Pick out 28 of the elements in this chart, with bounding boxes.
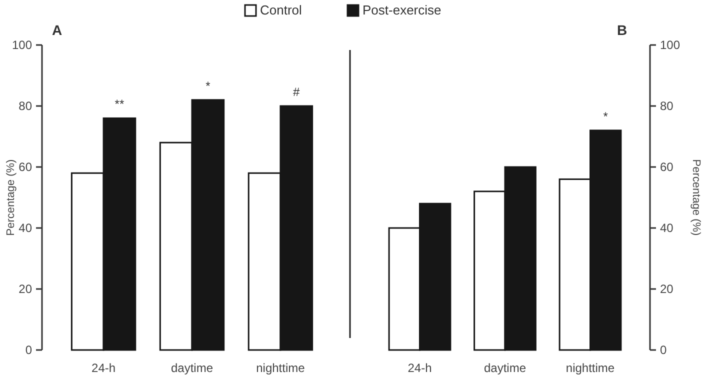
- legend-label: Control: [260, 2, 302, 18]
- y-tick-label: 0: [660, 343, 667, 358]
- chart-title: A: [52, 22, 62, 38]
- y-tick-label: 20: [660, 282, 674, 296]
- y-tick-label: 100: [12, 38, 32, 52]
- y-tick-label: 100: [660, 38, 680, 52]
- x-tick-label: daytime: [170, 361, 214, 375]
- y-axis-title: Percentage (%): [690, 159, 702, 236]
- x-tick-label: 24-h: [408, 361, 432, 375]
- y-tick-label: 60: [660, 160, 674, 174]
- x-tick-label: nighttime: [256, 361, 306, 375]
- y-tick-label: 20: [18, 282, 32, 296]
- annotation: *: [206, 78, 211, 93]
- x-tick-label: 24-h: [92, 361, 116, 375]
- y-axis-title: Percentage (%): [5, 159, 17, 236]
- y-tick-label: 80: [660, 99, 674, 114]
- y-tick-label: 60: [18, 160, 32, 174]
- chart-title: B: [616, 22, 628, 38]
- annotation: #: [293, 85, 300, 99]
- annotation: *: [603, 109, 608, 124]
- y-tick-label: 40: [660, 221, 674, 236]
- annotation: **: [114, 97, 124, 112]
- x-tick-label: nighttime: [566, 361, 615, 375]
- legend-label: Post-exercise: [362, 2, 442, 18]
- y-tick-label: 80: [18, 99, 32, 114]
- x-tick-label: daytime: [484, 361, 526, 375]
- y-tick-label: 40: [18, 221, 32, 236]
- y-tick-label: 0: [25, 343, 32, 358]
